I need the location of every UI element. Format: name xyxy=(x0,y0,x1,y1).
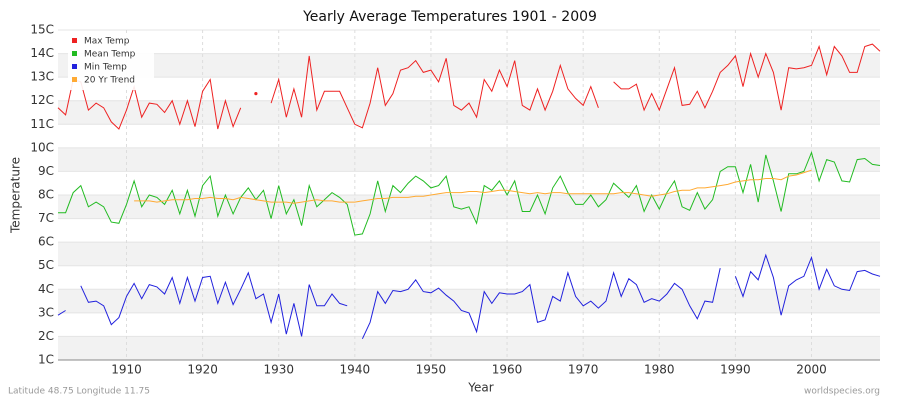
y-tick-label: 12C xyxy=(30,93,54,107)
x-tick-label: 1980 xyxy=(644,363,675,377)
legend-label: Mean Temp xyxy=(84,50,136,60)
chart-title: Yearly Average Temperatures 1901 - 2009 xyxy=(302,9,597,25)
footer-left: Latitude 48.75 Longitude 11.75 xyxy=(8,387,150,397)
x-tick-label: 1940 xyxy=(340,363,371,377)
legend: Max Temp Mean Temp Min Temp 20 Yr Trend xyxy=(68,34,154,90)
series-line xyxy=(58,151,881,236)
y-tick-label: 6C xyxy=(38,235,54,249)
legend-swatch xyxy=(72,51,77,56)
y-tick-label: 4C xyxy=(38,282,54,296)
y-tick-label: 11C xyxy=(30,117,54,131)
y-tick-label: 7C xyxy=(38,211,54,225)
y-tick-label: 14C xyxy=(30,46,54,60)
x-tick-label: 1970 xyxy=(568,363,599,377)
x-tick-label: 1950 xyxy=(416,363,447,377)
y-tick-label: 5C xyxy=(38,258,54,272)
legend-label: Max Temp xyxy=(84,37,130,47)
y-tick-label: 2C xyxy=(38,329,54,343)
y-tick-label: 9C xyxy=(38,164,54,178)
x-tick-label: 1930 xyxy=(263,363,294,377)
grid-band xyxy=(58,242,880,266)
grid-band xyxy=(58,336,880,360)
series-line xyxy=(57,253,881,340)
grid-band xyxy=(58,53,880,78)
y-tick-label: 15C xyxy=(30,23,54,37)
x-tick-label: 1920 xyxy=(187,363,218,377)
legend-swatch xyxy=(72,77,77,82)
x-tick-label: 1960 xyxy=(492,363,523,377)
y-tick-label: 13C xyxy=(30,70,54,84)
legend-swatch xyxy=(72,64,77,69)
y-tick-label: 10C xyxy=(30,140,54,154)
x-axis-label: Year xyxy=(467,381,493,395)
point xyxy=(254,92,258,96)
grid-band xyxy=(58,147,880,172)
grid-band xyxy=(58,289,880,313)
grid-band xyxy=(58,100,880,125)
y-tick-label: 8C xyxy=(38,188,54,202)
y-tick-label: 1C xyxy=(38,353,54,367)
x-tick-label: 1990 xyxy=(720,363,751,377)
y-tick-label: 3C xyxy=(38,305,54,319)
x-tick-label: 2000 xyxy=(796,363,827,377)
x-tick-label: 1910 xyxy=(111,363,142,377)
series-line xyxy=(134,169,812,204)
legend-swatch xyxy=(72,38,77,43)
y-axis-label: Temperature xyxy=(9,157,23,234)
footer-right: worldspecies.org xyxy=(804,387,880,397)
legend-label: Min Temp xyxy=(84,63,127,73)
legend-label: 20 Yr Trend xyxy=(84,76,135,86)
series-line xyxy=(57,43,881,130)
legend-box xyxy=(68,34,154,90)
